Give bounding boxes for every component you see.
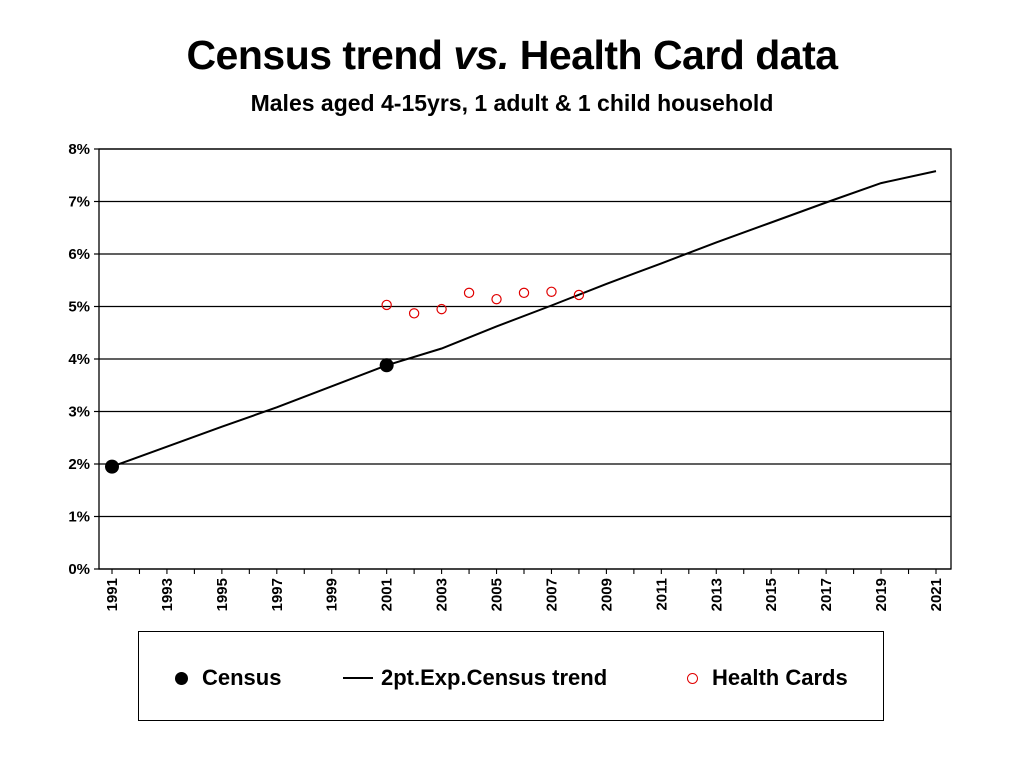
x-tick-label: 2007 — [543, 578, 560, 611]
health-card-point — [408, 308, 420, 319]
y-tick-label: 1% — [68, 509, 90, 526]
chart-title-emphasis: vs. — [453, 32, 509, 78]
legend-label-census: Census — [202, 665, 282, 690]
y-tick-label: 7% — [68, 194, 90, 211]
x-tick-label: 2001 — [379, 578, 396, 611]
chart-title-main: Census trend — [186, 32, 443, 78]
chart-title-rest: Health Card data — [519, 32, 838, 78]
legend-item-health-cards: Health Cards — [687, 665, 848, 691]
y-tick-label: 4% — [68, 351, 90, 368]
y-axis: 0% 1% 2% 3% 4% 5% 6% 7% 8% — [68, 141, 99, 578]
x-tick-label: 2015 — [763, 578, 780, 611]
legend-item-census: Census — [175, 665, 281, 691]
census-point — [105, 459, 119, 474]
y-tick-label: 3% — [68, 404, 90, 421]
health-card-point — [546, 286, 557, 297]
legend-label-health-cards: Health Cards — [712, 665, 848, 690]
health-card-marker-icon — [687, 672, 698, 684]
health-card-point — [573, 289, 585, 301]
series-group — [105, 170, 937, 474]
gridlines — [99, 148, 951, 570]
chart-subtitle: Males aged 4-15yrs, 1 adult & 1 child ho… — [250, 90, 774, 116]
x-tick-label: 1991 — [104, 578, 121, 611]
x-tick-label: 2017 — [818, 578, 835, 611]
x-tick-label: 1999 — [324, 578, 341, 611]
x-tick-label: 2011 — [653, 578, 670, 611]
x-tick-label: 2009 — [598, 578, 615, 611]
y-tick-label: 6% — [68, 246, 90, 263]
x-tick-label: 1993 — [159, 578, 176, 611]
legend: Census 2pt.Exp.Census trend Health Cards — [138, 631, 884, 721]
census-marker-icon — [175, 671, 188, 685]
chart-plot: 0% 1% 2% 3% 4% 5% 6% 7% 8% 1991 1993 1995 1997 1999 2… — [68, 141, 952, 611]
y-tick-label: 0% — [68, 561, 90, 578]
x-axis: 1991 1993 1995 1997 1999 2001 2003 2005 2007 2009… — [104, 569, 945, 611]
x-tick-label: 2005 — [489, 578, 506, 611]
health-card-point — [518, 287, 530, 299]
health-card-point — [463, 287, 475, 299]
y-tick-label: 5% — [68, 299, 90, 316]
chart-title: Census trend vs. Health Card data — [0, 32, 1024, 79]
legend-label-trend: 2pt.Exp.Census trend — [381, 665, 608, 690]
x-tick-label: 2021 — [928, 578, 945, 611]
x-tick-label: 2019 — [873, 578, 890, 611]
x-tick-label: 1995 — [214, 578, 231, 611]
y-tick-label: 8% — [68, 141, 90, 158]
y-tick-label: 2% — [68, 456, 90, 473]
x-tick-label: 2003 — [434, 578, 451, 611]
health-card-point — [381, 299, 392, 311]
health-card-point — [436, 303, 447, 315]
legend-item-trend: 2pt.Exp.Census trend — [343, 665, 607, 691]
census-point — [379, 358, 394, 373]
trend-line — [111, 170, 937, 468]
trend-line-icon — [343, 677, 373, 679]
x-tick-label: 1997 — [269, 578, 286, 611]
health-card-point — [491, 293, 502, 305]
x-tick-label: 2013 — [708, 578, 725, 611]
